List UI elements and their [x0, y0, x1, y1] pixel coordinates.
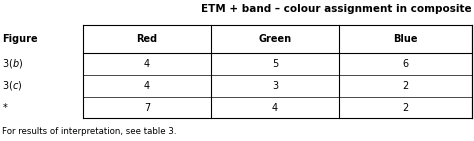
- Text: 3($b$): 3($b$): [2, 57, 24, 70]
- Text: 7: 7: [144, 103, 150, 113]
- Text: 4: 4: [144, 81, 150, 91]
- Text: 2: 2: [402, 81, 409, 91]
- Text: *: *: [2, 103, 7, 113]
- Text: ETM + band – colour assignment in composite: ETM + band – colour assignment in compos…: [201, 4, 472, 14]
- Text: Green: Green: [258, 34, 292, 44]
- Text: For results of interpretation, see table 3.: For results of interpretation, see table…: [2, 127, 177, 136]
- Text: 3: 3: [272, 81, 278, 91]
- Text: 4: 4: [144, 59, 150, 69]
- Text: 6: 6: [402, 59, 408, 69]
- Text: Red: Red: [137, 34, 157, 44]
- Text: 4: 4: [272, 103, 278, 113]
- Text: 5: 5: [272, 59, 278, 69]
- Text: Blue: Blue: [393, 34, 418, 44]
- Text: 3($c$): 3($c$): [2, 79, 23, 92]
- Text: 2: 2: [402, 103, 409, 113]
- Text: Figure: Figure: [2, 34, 38, 44]
